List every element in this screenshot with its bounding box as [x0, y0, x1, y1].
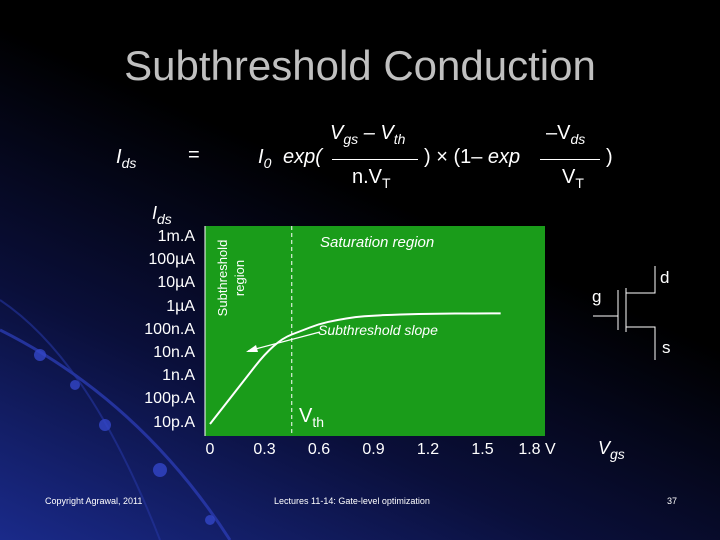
slope-arrow	[247, 331, 321, 352]
footer-copyright: Copyright Agrawal, 2011	[45, 496, 143, 506]
equation-exp-open: exp(	[283, 146, 322, 168]
x-tick-label: 1.5	[471, 441, 494, 458]
y-tick-label: 1n.A	[162, 367, 195, 385]
x-tick-label: 0.9	[362, 441, 385, 458]
plot-background	[205, 226, 545, 436]
slope-arrow-head	[246, 345, 258, 352]
fraction-bar-2	[540, 159, 600, 160]
equation-numerator-2: –Vds	[546, 122, 586, 147]
fraction-bar-1	[332, 159, 418, 160]
x-tick-label: 0.6	[307, 441, 331, 458]
y-tick-label: 1µA	[166, 297, 195, 315]
equation-numerator-1: Vgs – Vth	[330, 122, 406, 147]
subthreshold-region-label: Subthreshold region	[215, 239, 247, 317]
slide-title: Subthreshold Conduction	[124, 42, 596, 89]
y-tick-label: 100n.A	[144, 320, 195, 338]
equation-denominator-1: n.VT	[352, 166, 391, 191]
y-tick-label: 100µA	[148, 251, 195, 269]
page-number: 37	[667, 496, 678, 506]
id-curve	[209, 312, 501, 425]
equation-equals: =	[188, 144, 200, 166]
x-axis-label: Vgs	[598, 438, 625, 462]
equation-i0: I0	[258, 146, 272, 171]
equation-lhs: Ids	[116, 146, 137, 171]
saturation-region-label: Saturation region	[320, 234, 435, 251]
y-tick-label: 1m.A	[157, 228, 195, 245]
equation-denominator-2: VT	[562, 166, 584, 191]
x-tick-label: 0.3	[253, 441, 276, 458]
y-tick-label: 10p.A	[153, 413, 195, 431]
equation-close: )	[606, 146, 613, 168]
drain-label: d	[660, 268, 670, 287]
y-axis-label: Ids	[152, 203, 172, 227]
x-tick-label: 0	[205, 441, 215, 458]
x-tick-label: 1.2	[416, 441, 440, 458]
gate-label: g	[592, 287, 602, 306]
vth-label: Vth	[299, 405, 325, 430]
drain-lead	[626, 266, 656, 294]
footer-lecture: Lectures 11-14: Gate-level optimization	[274, 496, 430, 506]
y-tick-label: 100p.A	[144, 390, 195, 408]
subthreshold-slope-label: Subthreshold slope	[318, 322, 438, 338]
y-tick-label: 10n.A	[153, 344, 195, 361]
source-label: s	[662, 338, 671, 357]
equation-middle: ) × (1– exp	[424, 146, 521, 168]
y-tick-label: 10µA	[157, 274, 195, 292]
x-tick-label: 1.8 V	[518, 441, 556, 458]
source-lead	[626, 326, 656, 360]
